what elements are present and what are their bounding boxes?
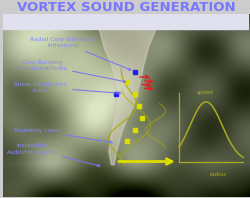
Text: Boundary Layer: Boundary Layer xyxy=(14,128,112,143)
Text: speed: speed xyxy=(196,89,213,95)
Text: Core Bursting
Infrasound/Audio: Core Bursting Infrasound/Audio xyxy=(17,60,126,83)
Bar xyxy=(2,14,249,29)
Text: radius: radius xyxy=(210,172,227,177)
Title: VORTEX SOUND GENERATION: VORTEX SOUND GENERATION xyxy=(16,1,235,14)
Text: Instabilties
Audio/Infrasound: Instabilties Audio/Infrasound xyxy=(7,143,100,167)
Text: Radial Core Vibrations
Infrasound: Radial Core Vibrations Infrasound xyxy=(30,37,131,70)
Text: Shear Instabilities
Audio: Shear Instabilities Audio xyxy=(14,82,121,94)
